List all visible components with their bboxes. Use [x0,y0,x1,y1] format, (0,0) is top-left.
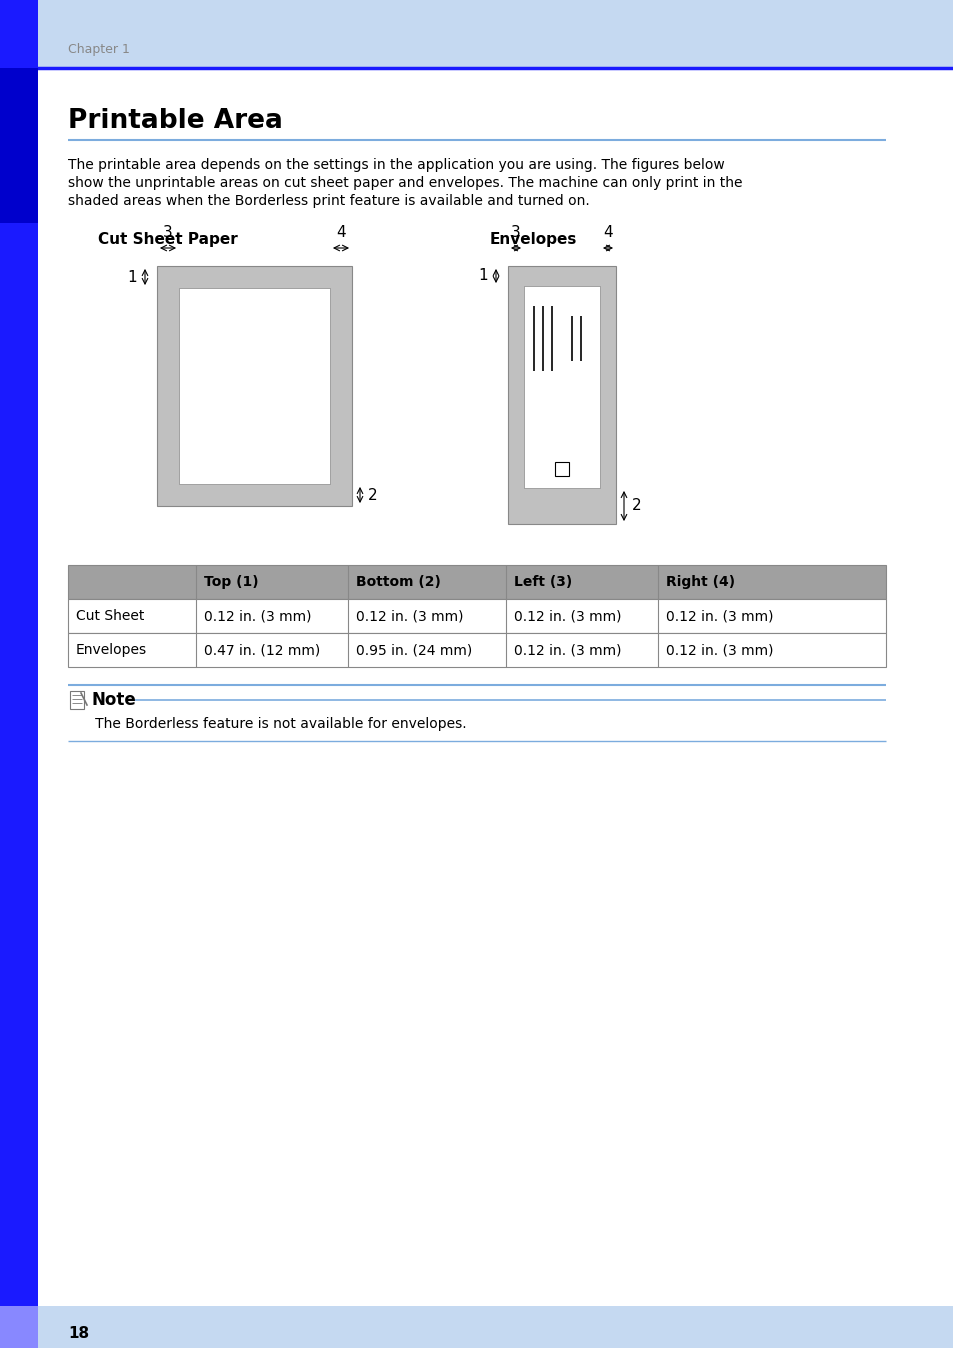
Text: show the unprintable areas on cut sheet paper and envelopes. The machine can onl: show the unprintable areas on cut sheet … [68,177,741,190]
Text: Left (3): Left (3) [514,576,572,589]
Text: 0.12 in. (3 mm): 0.12 in. (3 mm) [514,643,620,656]
Bar [0,0,38,1348]
Text: 3: 3 [163,225,172,240]
Bar [68,599,885,634]
Text: Note: Note [91,692,136,709]
Bar [68,565,885,599]
Bar [555,462,568,476]
Text: Envelopes: Envelopes [490,232,577,247]
Text: 0.12 in. (3 mm): 0.12 in. (3 mm) [355,609,463,623]
Text: The printable area depends on the settings in the application you are using. The: The printable area depends on the settin… [68,158,724,173]
Bar [523,286,599,488]
Text: 0.95 in. (24 mm): 0.95 in. (24 mm) [355,643,472,656]
Bar [70,692,84,709]
Text: Bottom (2): Bottom (2) [355,576,440,589]
Text: 4: 4 [335,225,345,240]
Bar [0,1306,38,1348]
Text: 0.12 in. (3 mm): 0.12 in. (3 mm) [204,609,312,623]
Text: Cut Sheet: Cut Sheet [76,609,144,623]
Text: 0.12 in. (3 mm): 0.12 in. (3 mm) [665,609,773,623]
Text: 0.47 in. (12 mm): 0.47 in. (12 mm) [204,643,320,656]
Text: 3: 3 [511,225,520,240]
Text: 18: 18 [68,1326,89,1341]
Text: 1: 1 [477,268,488,283]
Text: Chapter 1: Chapter 1 [68,43,130,57]
Text: 0.12 in. (3 mm): 0.12 in. (3 mm) [665,643,773,656]
Text: 2: 2 [368,488,377,503]
Text: 2: 2 [631,499,641,514]
Bar [0,1306,953,1348]
Bar [179,288,330,484]
Bar [0,67,38,222]
Text: shaded areas when the Borderless print feature is available and turned on.: shaded areas when the Borderless print f… [68,194,589,208]
Bar [157,266,352,506]
Text: Right (4): Right (4) [665,576,735,589]
Text: The Borderless feature is not available for envelopes.: The Borderless feature is not available … [82,717,466,731]
Text: 4: 4 [602,225,612,240]
Text: Envelopes: Envelopes [76,643,147,656]
Text: 1: 1 [128,270,137,284]
Text: Cut Sheet Paper: Cut Sheet Paper [98,232,237,247]
Bar [0,0,953,67]
Text: Top (1): Top (1) [204,576,258,589]
Bar [507,266,616,524]
Text: 0.12 in. (3 mm): 0.12 in. (3 mm) [514,609,620,623]
Bar [68,634,885,667]
Text: Printable Area: Printable Area [68,108,283,133]
